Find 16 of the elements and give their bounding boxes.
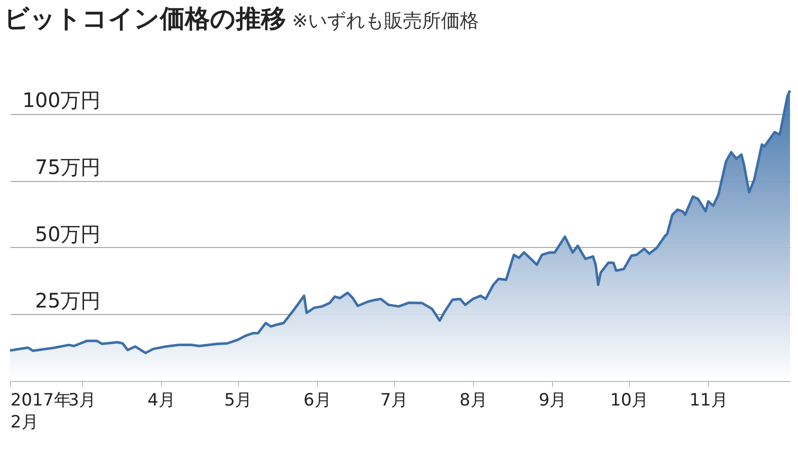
x-tick-label: 3月	[68, 390, 96, 410]
y-tick-label: 75万円	[35, 155, 100, 180]
y-tick-label: 100万円	[22, 88, 100, 112]
y-tick-label: 50万円	[35, 222, 100, 246]
chart-title: ビットコイン価格の推移	[4, 4, 286, 33]
x-tick-label: 4月	[147, 390, 176, 410]
y-tick-label: 25万円	[35, 288, 100, 313]
x-tick-label: 11月	[689, 390, 728, 410]
x-tick-label: 9月	[538, 390, 567, 410]
x-tick-label: 6月	[303, 390, 332, 410]
x-tick-label: 2017年 2月	[10, 390, 71, 432]
x-tick-label: 7月	[380, 390, 408, 410]
chart-subtitle: ※いずれも販売所価格	[292, 10, 479, 32]
x-tick-label: 5月	[224, 390, 252, 410]
x-tick-label: 8月	[459, 390, 488, 410]
x-tick-label: 10月	[610, 390, 649, 410]
